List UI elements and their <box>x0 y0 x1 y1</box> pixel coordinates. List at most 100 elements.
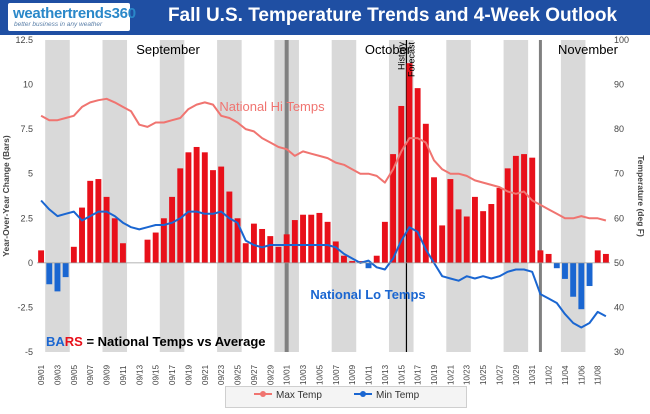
left-tick-label: 12.5 <box>15 35 33 45</box>
bar <box>308 214 315 263</box>
left-tick-label: 7.5 <box>20 124 33 134</box>
right-tick-label: 70 <box>614 169 624 179</box>
week-band <box>102 40 128 352</box>
right-tick-label: 40 <box>614 302 624 312</box>
bar <box>578 262 585 310</box>
right-tick-label: 60 <box>614 213 624 223</box>
x-tick-label: 09/25 <box>234 364 243 385</box>
left-axis-title: Year-Over-Year Change (Bars) <box>1 135 11 257</box>
month-label-september: September <box>136 42 200 57</box>
x-tick-label: 10/31 <box>528 364 537 385</box>
bars-caption-ba: BA <box>46 334 65 349</box>
bar <box>185 152 192 263</box>
period-marker-bar <box>284 40 289 352</box>
x-tick-label: 10/21 <box>446 364 455 385</box>
legend-swatch-max <box>254 391 272 398</box>
min-temp-line <box>40 199 607 329</box>
bar <box>471 196 478 263</box>
logo-name: weathertrends360 <box>13 5 136 22</box>
max-temp-line <box>40 97 607 222</box>
x-tick-label: 09/01 <box>37 364 46 385</box>
x-tick-label: 09/27 <box>250 364 259 385</box>
x-tick-label: 10/15 <box>397 364 406 385</box>
x-tick-label: 11/04 <box>561 365 570 385</box>
bar <box>406 63 413 263</box>
brand-logo: weathertrends360 better business in any … <box>8 3 136 31</box>
bar <box>79 207 85 263</box>
annotations: September October November History Forecast N… <box>46 42 619 349</box>
header-bar: weathertrends360 better business in any … <box>0 0 650 35</box>
bar <box>570 262 577 297</box>
bar <box>160 218 167 263</box>
x-tick-label: 09/09 <box>103 364 112 385</box>
bar <box>537 250 544 263</box>
left-tick-label: -2.5 <box>17 302 33 312</box>
right-axis-title: Temperature (deg F) <box>636 155 646 237</box>
x-tick-label: 10/01 <box>283 364 292 385</box>
month-label-november: November <box>558 42 619 57</box>
bar <box>398 105 405 263</box>
x-tick-label: 09/29 <box>266 364 275 385</box>
bar <box>455 209 462 263</box>
x-tick-label: 09/13 <box>135 364 144 385</box>
bar <box>218 166 225 263</box>
x-tick-label: 10/19 <box>430 364 439 385</box>
bar <box>422 123 429 263</box>
lo-temps-label: National Lo Temps <box>310 287 425 302</box>
bar <box>242 243 249 263</box>
legend-label-max: Max Temp <box>276 390 322 401</box>
bar <box>267 236 274 263</box>
right-tick-label: 100 <box>614 35 629 45</box>
bar <box>144 239 151 263</box>
bar <box>553 262 560 269</box>
bar <box>103 196 110 263</box>
legend: Max Temp Min Temp <box>225 386 467 408</box>
bars-caption: BARS = National Temps vs Average <box>46 334 266 349</box>
legend-item-min[interactable]: Min Temp <box>354 390 419 401</box>
bar <box>480 211 487 263</box>
month-label-october: October <box>365 42 412 57</box>
bar <box>349 261 356 263</box>
x-tick-label: 09/03 <box>54 364 63 385</box>
legend-swatch-min <box>354 391 372 398</box>
bar <box>545 253 552 263</box>
x-tick-label: 10/17 <box>414 364 423 385</box>
bar <box>341 255 347 263</box>
legend-item-max[interactable]: Max Temp <box>254 390 322 401</box>
x-tick-label: 09/21 <box>201 364 210 385</box>
bar <box>488 204 495 263</box>
bar <box>169 196 176 263</box>
bar <box>431 177 437 263</box>
bar <box>414 88 421 263</box>
x-tick-label: 09/17 <box>168 364 177 385</box>
left-tick-label: 5 <box>28 169 33 179</box>
bar <box>300 214 306 263</box>
bar <box>193 146 200 263</box>
bar-series <box>38 63 609 310</box>
bar <box>226 191 233 263</box>
forecast-label: Forecast <box>406 42 416 78</box>
bar <box>332 241 339 263</box>
bar <box>234 218 241 263</box>
bar <box>38 250 45 263</box>
x-tick-label: 10/27 <box>496 364 505 385</box>
x-tick-label: 11/08 <box>594 365 603 385</box>
bar <box>365 262 372 269</box>
page-title: Fall U.S. Temperature Trends and 4-Week … <box>167 5 618 26</box>
bar <box>70 246 77 263</box>
x-tick-label: 09/07 <box>86 364 95 385</box>
bar <box>586 262 593 287</box>
x-tick-label: 10/03 <box>299 364 308 385</box>
bar <box>463 216 470 263</box>
bar <box>201 152 208 263</box>
right-tick-label: 30 <box>614 347 624 357</box>
bar <box>602 253 609 263</box>
axes: 12.5 10 7.5 5 2.5 0 -2.5 -5 100 90 80 70 60 50 40 30 Yea… <box>1 35 646 385</box>
week-bands <box>45 40 586 352</box>
bar <box>54 262 61 292</box>
bar <box>46 262 53 285</box>
x-tick-label: 10/29 <box>512 364 521 385</box>
left-tick-label: -5 <box>25 347 33 357</box>
bar <box>62 262 69 278</box>
week-band <box>331 40 357 352</box>
